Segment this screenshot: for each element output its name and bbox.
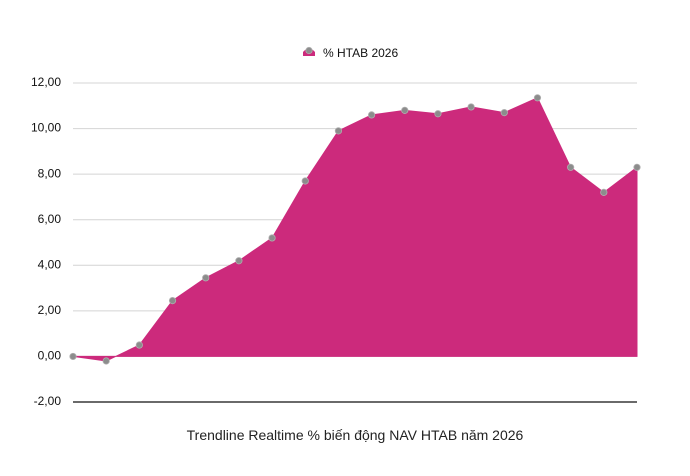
y-tick-label: 8,00 [38,166,62,180]
data-point [69,352,77,361]
data-point [500,109,508,117]
data-point [102,357,110,365]
y-tick-label: 2,00 [38,303,62,317]
y-tick-label: 12,00 [31,75,61,89]
data-point [401,106,409,114]
legend-swatch-icon [303,46,315,56]
data-point [434,110,442,118]
y-tick-label: 0,00 [38,349,62,363]
data-point [135,341,143,349]
legend-label: % HTAB 2026 [323,46,398,60]
data-point [235,257,243,265]
data-point [301,177,309,185]
y-tick-label: -2,00 [34,394,62,408]
legend: % HTAB 2026 [303,46,398,60]
data-point [600,188,608,196]
data-point [334,127,343,135]
area-series [72,97,638,362]
data-point [202,274,210,282]
legend-swatch-marker [305,46,313,55]
y-axis-tick-labels: -2,00 0,00 2,00 4,00 6,00 8,00 10,00 12,00 [31,75,61,408]
y-tick-label: 10,00 [31,121,61,135]
data-point [268,234,276,242]
y-tick-label: 6,00 [38,212,62,226]
data-point [633,163,641,171]
area-fill [72,97,638,362]
data-point [533,94,542,102]
x-axis-caption: Trendline Realtime % biến động NAV HTAB … [187,427,524,443]
y-tick-label: 4,00 [38,257,62,271]
data-point [168,297,177,305]
data-point [467,103,475,111]
data-point [567,163,575,171]
data-points [69,94,641,365]
data-point [367,111,376,119]
